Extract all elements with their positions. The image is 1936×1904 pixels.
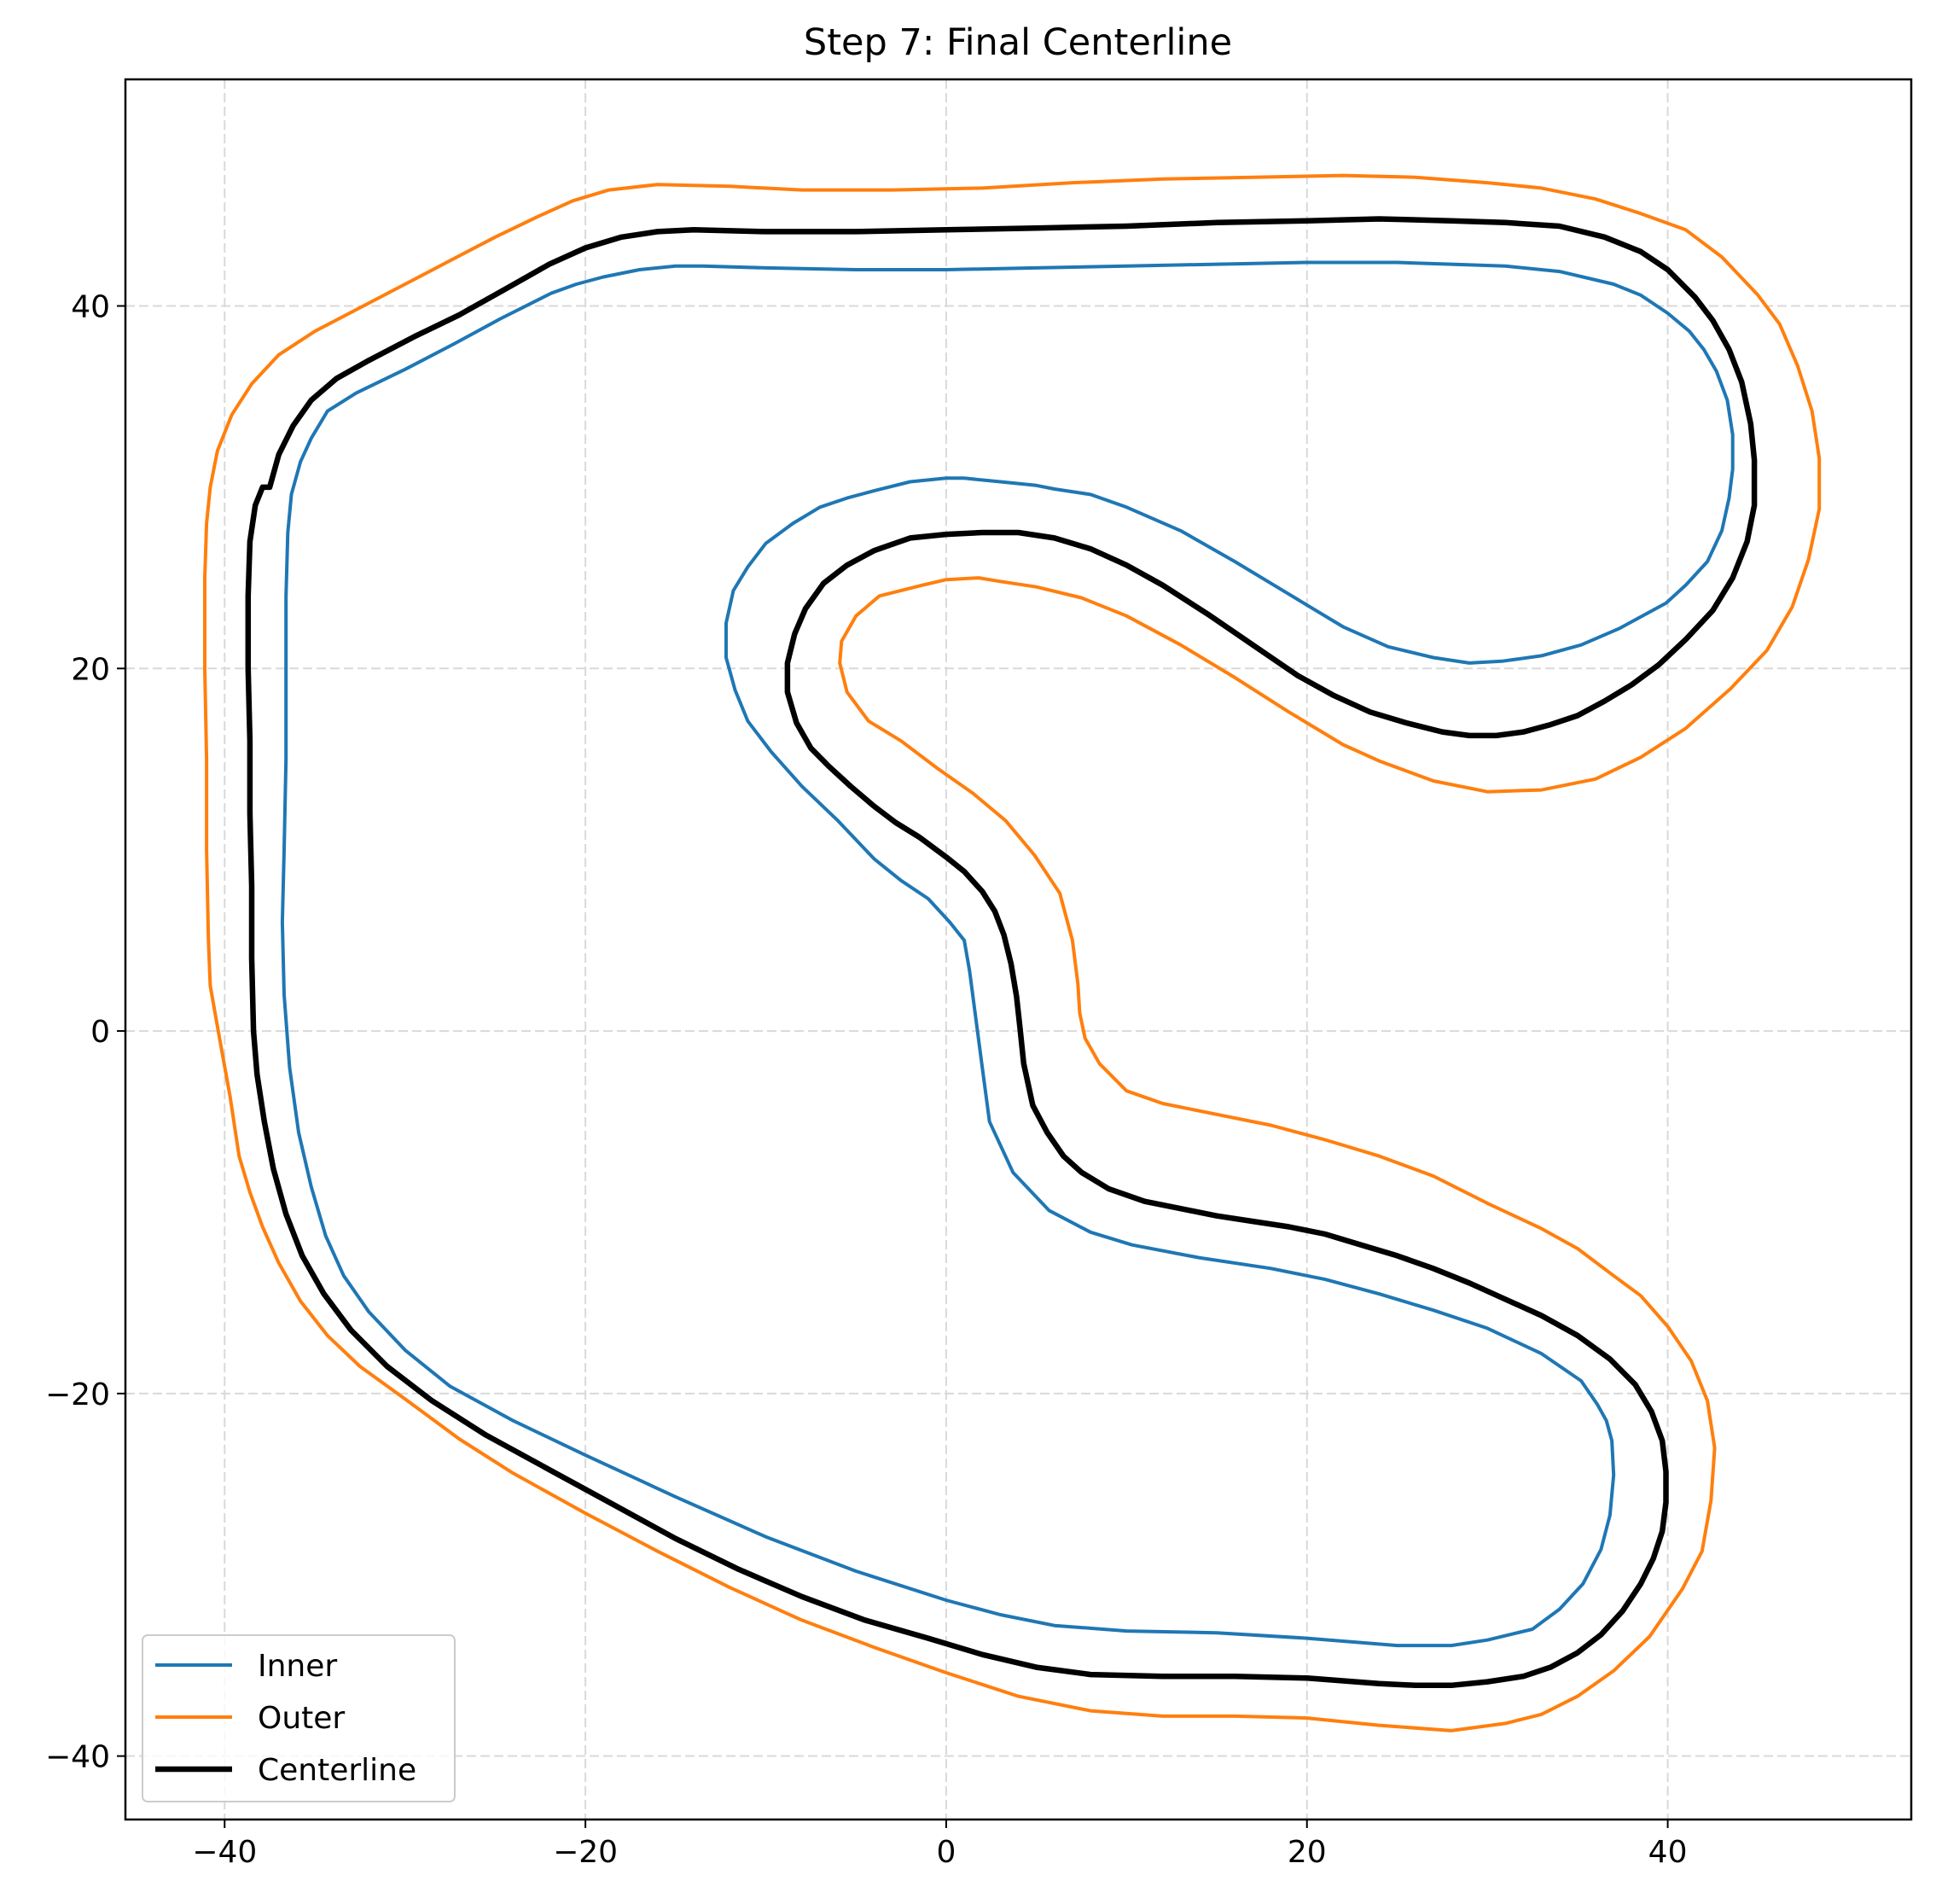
x-tick-label: 40 [1648, 1835, 1688, 1870]
series-layer [203, 173, 1822, 1732]
y-tick-label: −40 [45, 1740, 110, 1775]
y-tick-label: 40 [71, 289, 110, 324]
legend-label-inner: Inner [258, 1649, 337, 1684]
y-tick-label: 0 [90, 1015, 110, 1050]
x-tick-label: −20 [553, 1835, 618, 1870]
plot-frame [124, 78, 1913, 1821]
grid [125, 79, 1911, 1820]
x-tick-label: 0 [936, 1835, 956, 1870]
y-tick-label: −20 [45, 1377, 110, 1412]
legend-box [142, 1634, 456, 1802]
legend: Inner Outer Centerline [142, 1634, 456, 1802]
y-tick-label: 20 [71, 652, 110, 687]
chart-title: Step 7: Final Centerline [804, 21, 1232, 64]
series-line-inner [280, 260, 1735, 1648]
plot-area: −40 −20 0 20 40 −40 −20 0 20 40 [45, 78, 1913, 1870]
series-line-outer [203, 173, 1822, 1732]
axis-ticks: −40 −20 0 20 40 −40 −20 0 20 40 [45, 289, 1687, 1870]
legend-label-centerline: Centerline [258, 1753, 416, 1788]
x-tick-label: 20 [1288, 1835, 1327, 1870]
series-line-centerline [245, 216, 1758, 1689]
x-tick-label: −40 [192, 1835, 257, 1870]
legend-label-outer: Outer [258, 1701, 345, 1736]
